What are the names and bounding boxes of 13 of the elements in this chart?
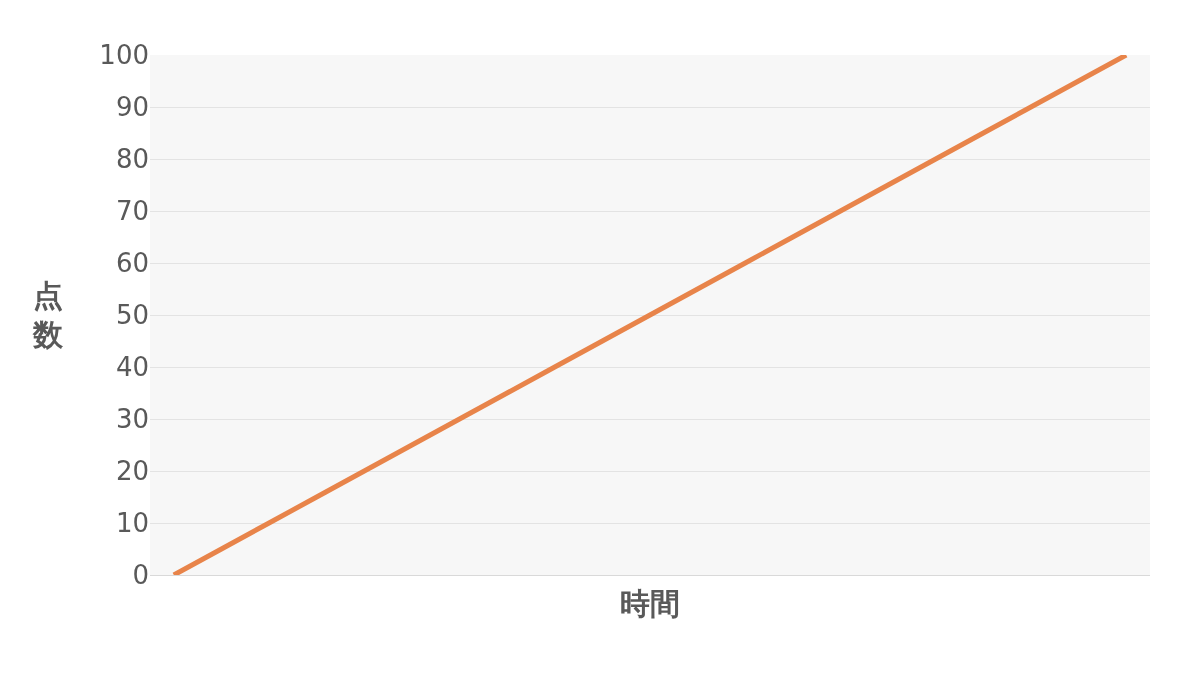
- y-tick-label: 60: [115, 248, 149, 279]
- y-tick-label: 20: [115, 456, 149, 487]
- y-tick-label: 80: [115, 144, 149, 175]
- y-tick-label: 50: [115, 300, 149, 331]
- y-tick-label: 100: [99, 40, 149, 71]
- y-tick-label: 90: [115, 92, 149, 123]
- y-tick-label: 0: [132, 560, 149, 591]
- y-tick-label: 30: [115, 404, 149, 435]
- y-tick-label: 40: [115, 352, 149, 383]
- y-axis-title: 点数: [32, 278, 64, 352]
- y-tick-label: 70: [115, 196, 149, 227]
- x-axis-title: 時間: [620, 585, 680, 621]
- y-tick-label: 10: [115, 508, 149, 539]
